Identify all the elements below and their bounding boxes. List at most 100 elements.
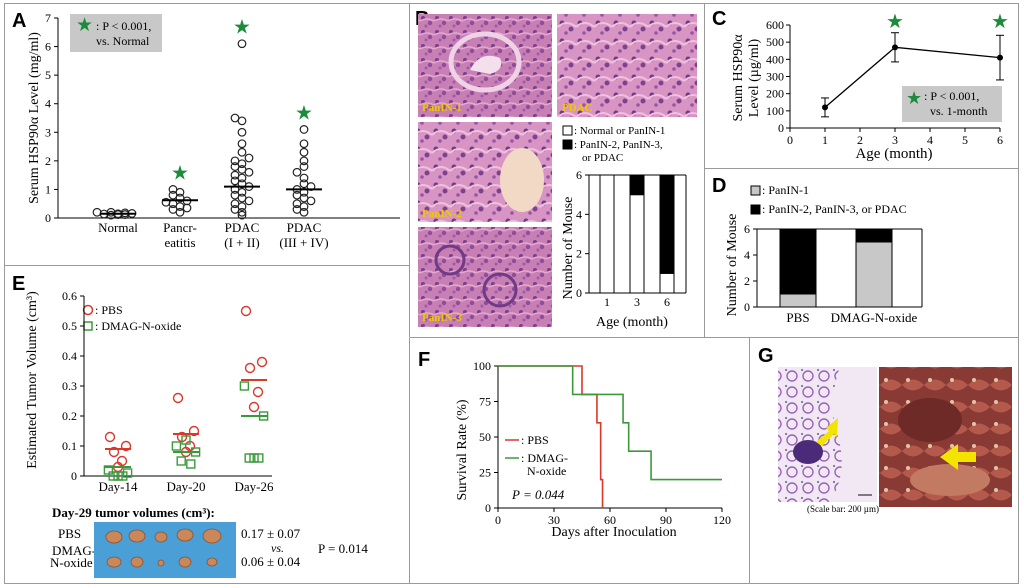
panel-d-legend-text-0: : PanIN-1 [762,183,809,197]
panel-b-micrographs: PanIN-1 PDAC PanIN-2 PanIN-3 [418,14,697,327]
panel-a-point [299,147,309,157]
panel-b-bar-normal [599,174,615,294]
panel-a-point [237,39,247,49]
panel-e-point-pbs [240,305,252,317]
panel-label-e: E [12,273,25,295]
panel-a-point [237,127,247,137]
panel-a-point [299,139,309,149]
panel-f-ytick-label: 100 [473,359,491,373]
panel-d-chart: : PanIN-1 : PanIN-2, PanIN-3, or PDAC Nu… [725,183,923,325]
panel-d-xtick-label: PBS [786,310,809,325]
panel-d-ytick-label: 0 [744,300,750,314]
panel-a-point [244,153,254,163]
panel-a-point [230,113,240,123]
panel-e-ytick-label: 0.5 [62,319,77,333]
panel-b-legend-swatch-0 [562,125,573,136]
panel-b-bar-advanced [629,174,645,196]
panel-b-chart: : Normal or PanIN-1 : PanIN-2, PanIN-3, … [561,125,687,330]
panel-c-xtick-label: 0 [787,133,793,147]
panel-e-point-dmag [171,441,182,451]
micrograph-pdac [557,14,697,117]
panel-c-ytick-label: 400 [766,52,784,66]
panel-d-bar-panin1 [855,241,893,308]
panel-e-point-pbs [256,356,268,368]
panel-e-xtick-label: Day-14 [99,479,138,494]
panel-c-ylabel-line2: Level (µg/ml) [747,38,762,117]
panel-b-legend-text-1b: or PDAC [582,152,623,164]
panel-a-significance-star: ★ [171,162,189,184]
panel-e-ytick-label: 0.3 [62,379,77,393]
panel-a-point [230,199,240,209]
panel-b-legend-text-0: : Normal or PanIN-1 [574,125,665,137]
panel-b-legend-text-1a: : PanIN-2, PanIN-3, [574,139,663,151]
arrow-yellow-histology [816,418,838,446]
tumor-pbs [154,531,168,543]
tumor-pbs [176,528,194,542]
panel-f-ytick-label: 75 [479,395,491,409]
day29-row-dmag-1: DMAG- [52,543,96,558]
panel-e-ytick-label: 0.4 [62,349,77,363]
panel-a-category-label: (III + IV) [279,235,328,250]
panel-label-c: C [712,8,726,30]
panel-a-ytick-label: 6 [45,40,51,54]
panel-e-point-pbs [172,392,184,404]
scale-bar-label: (Scale bar: 200 µm) [807,504,879,514]
panel-d-bar-advanced [779,228,817,295]
panel-c-point [997,54,1003,61]
panel-e-ylabel: Estimated Tumor Volume (cm³) [25,291,40,469]
panel-c-ytick-label: 200 [766,87,784,101]
panel-e-point-dmag [113,471,123,481]
panel-label-g: G [758,345,774,367]
tumor-dmag [178,556,192,568]
panel-b-bar-normal [659,272,675,294]
panel-b-xlabel: Age (month) [596,315,668,330]
panel-f-legend-dmag-1: : DMAG- [521,451,568,465]
panel-b-bar-normal [629,194,645,294]
gland-shape [482,272,518,308]
lung-tissue [778,367,842,502]
panel-e-legend-dmag-marker [83,321,93,331]
panel-e-point-pbs [248,401,260,413]
panel-e-chart: Estimated Tumor Volume (cm³) : PBS : DMA… [25,289,368,578]
panel-e-point-dmag [249,453,259,463]
panel-a-ytick-label: 1 [45,182,51,196]
panel-a-point [299,156,309,166]
panel-f-ylabel: Survival Rate (%) [455,399,470,500]
panel-a-point [182,203,192,213]
panel-f-xtick-label: 60 [604,513,616,527]
panel-e-legend-pbs: : PBS [95,303,123,317]
day29-dmag-value: 0.06 ± 0.04 [241,554,301,569]
panel-e-legend-pbs-marker [82,304,94,316]
panel-b-xtick-label: 6 [664,295,670,309]
panel-b-ytick-label: 0 [576,286,582,300]
micrograph-label-panin1: PanIN-1 [422,102,462,114]
panel-a-point [237,139,247,149]
panel-a-legend-star: ★ [76,15,93,36]
panel-c-chart: Serum HSP90α Level (µg/ml) Age (month) ★… [731,11,1009,162]
panel-a-ylabel: Serum HSP90α Level (mg/ml) [27,32,42,204]
panel-e-ytick-label: 0 [71,469,77,483]
panel-f-legend-pbs: : PBS [521,433,549,447]
panel-c-xtick-label: 6 [997,133,1003,147]
panel-a-point [237,147,247,157]
panel-label-a: A [12,10,26,32]
panel-a-point [237,210,247,220]
tumor-pbs [128,529,146,543]
panel-f-xtick-label: 0 [495,513,501,527]
panel-a-ytick-label: 2 [45,154,51,168]
panel-f-xtick-label: 90 [660,513,672,527]
panel-c-xtick-label: 4 [927,133,933,147]
panel-e-point-dmag [239,381,250,391]
panel-d-bar-panin1 [779,293,817,308]
tumor-pbs [105,530,123,544]
panel-a-ytick-label: 5 [45,68,51,82]
panel-d-bar-advanced [855,228,893,243]
panel-a-point [92,207,102,217]
panel-label-d: D [712,175,726,197]
panel-e-point-dmag [181,435,191,445]
panel-a-point [299,173,309,183]
panel-a-significance-star: ★ [233,17,251,39]
panel-c-legend-line1: : P < 0.001, [924,89,979,103]
tumor-dmag [130,556,144,568]
panel-d-xtick-label: DMAG-N-oxide [831,310,918,325]
